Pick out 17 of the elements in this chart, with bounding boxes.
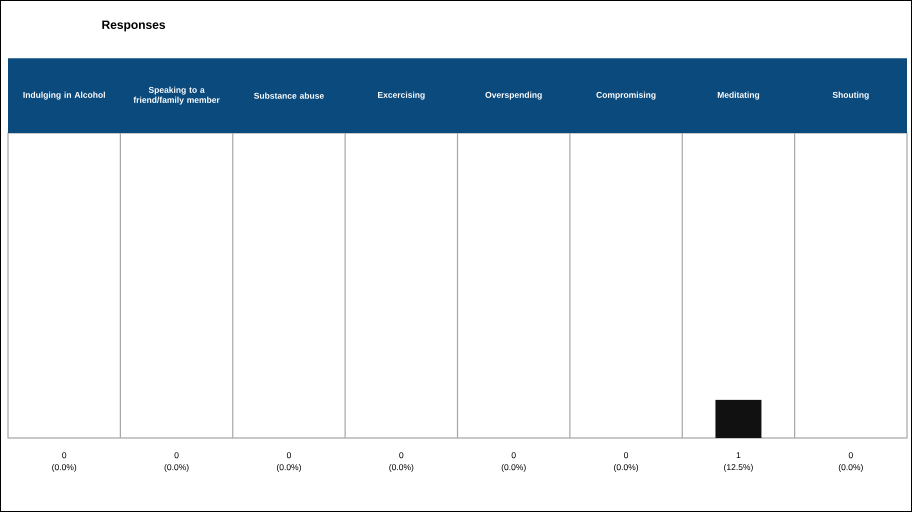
chart-title: Responses <box>102 20 166 32</box>
data-label: 0 (0.0%) <box>838 452 863 472</box>
data-label: 0 (0.0%) <box>164 452 189 472</box>
data-label: 0 (0.0%) <box>52 452 76 472</box>
x-tick-label: Indulging in Alcohol <box>23 92 105 100</box>
data-label: 1 (12.5%) <box>724 452 753 472</box>
x-tick-label: Compromising <box>596 92 656 100</box>
x-tick-label: Overspending <box>485 92 542 100</box>
x-tick-label: Excercising <box>378 92 425 100</box>
data-label: 0 (0.0%) <box>389 452 414 472</box>
data-label: 0 (0.0%) <box>502 452 526 472</box>
data-label: 0 (0.0%) <box>614 452 638 472</box>
data-label: 0 (0.0%) <box>276 452 301 472</box>
x-tick-label: Meditating <box>718 92 760 100</box>
x-tick-label: Substance abuse <box>254 92 324 99</box>
x-tick-label: Speaking to a friend/family member <box>133 86 220 105</box>
x-tick-label: Shouting <box>832 92 869 100</box>
